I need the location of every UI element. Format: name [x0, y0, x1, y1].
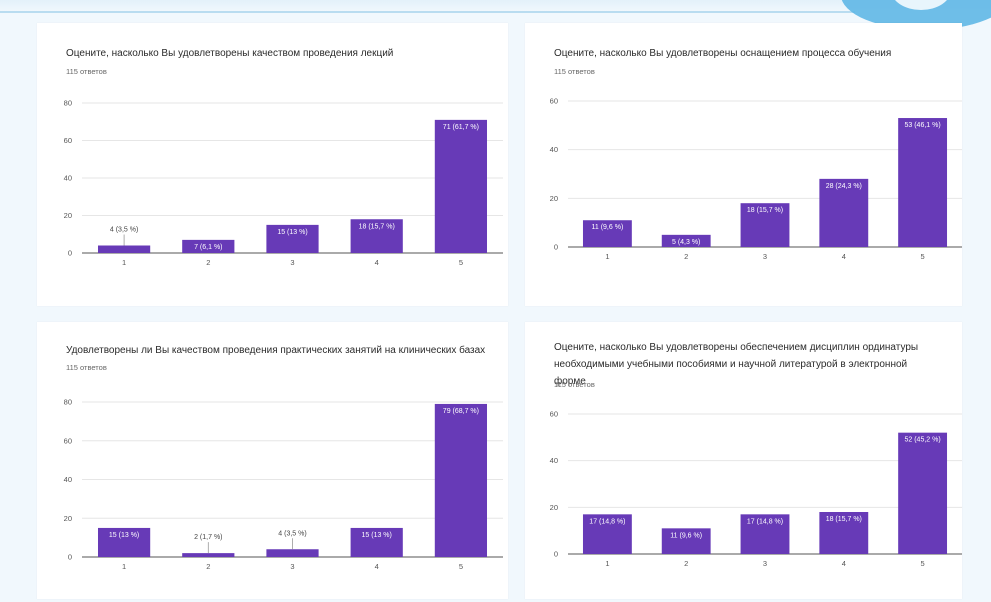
chart-title: Оцените, насколько Вы удовлетворены осна…	[554, 48, 892, 59]
chart-subtitle: 115 ответов	[554, 380, 595, 389]
data-label: 71 (61,7 %)	[443, 124, 479, 131]
chart-card-practical: Удовлетворены ли Вы качеством проведения…	[37, 322, 508, 599]
x-tick-label: 4	[842, 252, 846, 261]
y-tick-label: 40	[550, 456, 558, 465]
bar	[182, 239, 235, 253]
chart-title: Оцените, насколько Вы удовлетворены обес…	[554, 342, 919, 387]
chart-card-literature: Оцените, насколько Вы удовлетворены обес…	[525, 322, 962, 599]
data-label: 15 (13 %)	[109, 532, 139, 539]
y-tick-label: 0	[554, 243, 558, 252]
bar	[434, 119, 488, 253]
bar	[740, 203, 790, 247]
x-tick-label: 3	[763, 559, 767, 568]
chart-subtitle: 115 ответов	[554, 67, 595, 76]
bar	[266, 549, 319, 557]
chart-subtitle: 115 ответов	[66, 363, 107, 372]
x-tick-label: 5	[921, 252, 925, 261]
y-tick-label: 40	[64, 475, 72, 484]
x-tick-label: 5	[921, 559, 925, 568]
bar	[819, 512, 869, 554]
y-tick-label: 0	[68, 553, 72, 562]
bar	[266, 224, 319, 253]
chart-card-lectures: Оцените, насколько Вы удовлетворены каче…	[37, 23, 508, 306]
y-tick-label: 60	[550, 410, 558, 419]
data-label: 11 (9,6 %)	[592, 224, 624, 231]
y-tick-label: 20	[550, 503, 558, 512]
bar	[582, 220, 632, 247]
y-tick-label: 60	[64, 436, 72, 445]
x-tick-label: 2	[684, 559, 688, 568]
data-label: 15 (13 %)	[362, 532, 392, 539]
y-tick-label: 40	[64, 174, 72, 183]
bar	[582, 514, 632, 554]
y-tick-label: 80	[64, 398, 72, 407]
x-tick-label: 4	[375, 258, 379, 267]
corner-decoration-highlight	[891, 0, 951, 10]
x-tick-label: 1	[122, 562, 126, 571]
y-tick-label: 20	[550, 194, 558, 203]
y-tick-label: 0	[68, 249, 72, 258]
bar	[661, 234, 711, 247]
y-tick-label: 20	[64, 211, 72, 220]
data-label: 5 (4,3 %)	[672, 239, 700, 246]
data-label: 18 (15,7 %)	[359, 223, 395, 230]
y-tick-label: 0	[554, 550, 558, 559]
x-tick-label: 1	[605, 559, 609, 568]
x-tick-label: 1	[605, 252, 609, 261]
bar	[898, 432, 948, 554]
bar	[182, 553, 235, 557]
data-label: 28 (24,3 %)	[826, 183, 862, 190]
chart-title: Удовлетворены ли Вы качеством проведения…	[66, 345, 486, 356]
data-label: 18 (15,7 %)	[747, 207, 783, 214]
bar	[661, 528, 711, 554]
data-label: 53 (46,1 %)	[905, 122, 941, 129]
x-tick-label: 3	[290, 258, 294, 267]
x-tick-label: 5	[459, 258, 463, 267]
bar	[350, 219, 403, 253]
y-tick-label: 80	[64, 99, 72, 108]
bar-chart-practical: 0 20 40 60 80 1 15 (13 %) 2 2 (1,7 %) 3 4 (3,5 %) 4…	[64, 398, 503, 571]
bar	[434, 403, 488, 557]
x-tick-label: 3	[763, 252, 767, 261]
chart-subtitle: 115 ответов	[66, 67, 107, 76]
data-label: 79 (68,7 %)	[443, 408, 479, 415]
data-label: 2 (1,7 %)	[194, 534, 222, 541]
x-tick-label: 2	[206, 562, 210, 571]
chart-card-equipment: Оцените, насколько Вы удовлетворены осна…	[525, 23, 962, 306]
bar	[350, 527, 403, 557]
bar-chart-literature: 0 20 40 60 1 17 (14,8 %) 2 11 (9,6 %) 3 17 (14,8 …	[550, 410, 962, 568]
x-tick-label: 3	[290, 562, 294, 571]
bar	[97, 245, 151, 253]
data-label: 17 (14,8 %)	[747, 518, 783, 525]
x-tick-label: 2	[206, 258, 210, 267]
y-tick-label: 40	[550, 145, 558, 154]
y-tick-label: 60	[550, 97, 558, 106]
data-label: 4 (3,5 %)	[110, 227, 138, 234]
chart-title: Оцените, насколько Вы удовлетворены каче…	[66, 48, 394, 59]
x-tick-label: 5	[459, 562, 463, 571]
data-label: 7 (6,1 %)	[194, 244, 222, 251]
x-tick-label: 4	[375, 562, 379, 571]
bar	[819, 178, 869, 247]
bar	[898, 118, 948, 248]
data-label: 18 (15,7 %)	[826, 516, 862, 523]
bar	[97, 527, 151, 557]
y-tick-label: 60	[64, 136, 72, 145]
slide-top-band	[0, 0, 991, 12]
data-label: 17 (14,8 %)	[589, 518, 625, 525]
data-label: 11 (9,6 %)	[670, 532, 702, 539]
data-label: 4 (3,5 %)	[278, 530, 306, 537]
data-label: 52 (45,2 %)	[905, 437, 941, 444]
x-tick-label: 4	[842, 559, 846, 568]
data-label: 15 (13 %)	[277, 229, 307, 236]
bar	[740, 514, 790, 554]
x-tick-label: 2	[684, 252, 688, 261]
y-tick-label: 20	[64, 514, 72, 523]
x-tick-label: 1	[122, 258, 126, 267]
bar-chart-equipment: 0 20 40 60 1 11 (9,6 %) 2 5 (4,3 %) 3 18 (15,7 %)…	[550, 97, 962, 261]
slide-top-rule	[0, 11, 855, 13]
bar-chart-lectures: 0 20 40 60 80 1 4 (3,5 %) 2 7 (6,1 %) 3 15 (13 %) 4…	[64, 99, 503, 267]
